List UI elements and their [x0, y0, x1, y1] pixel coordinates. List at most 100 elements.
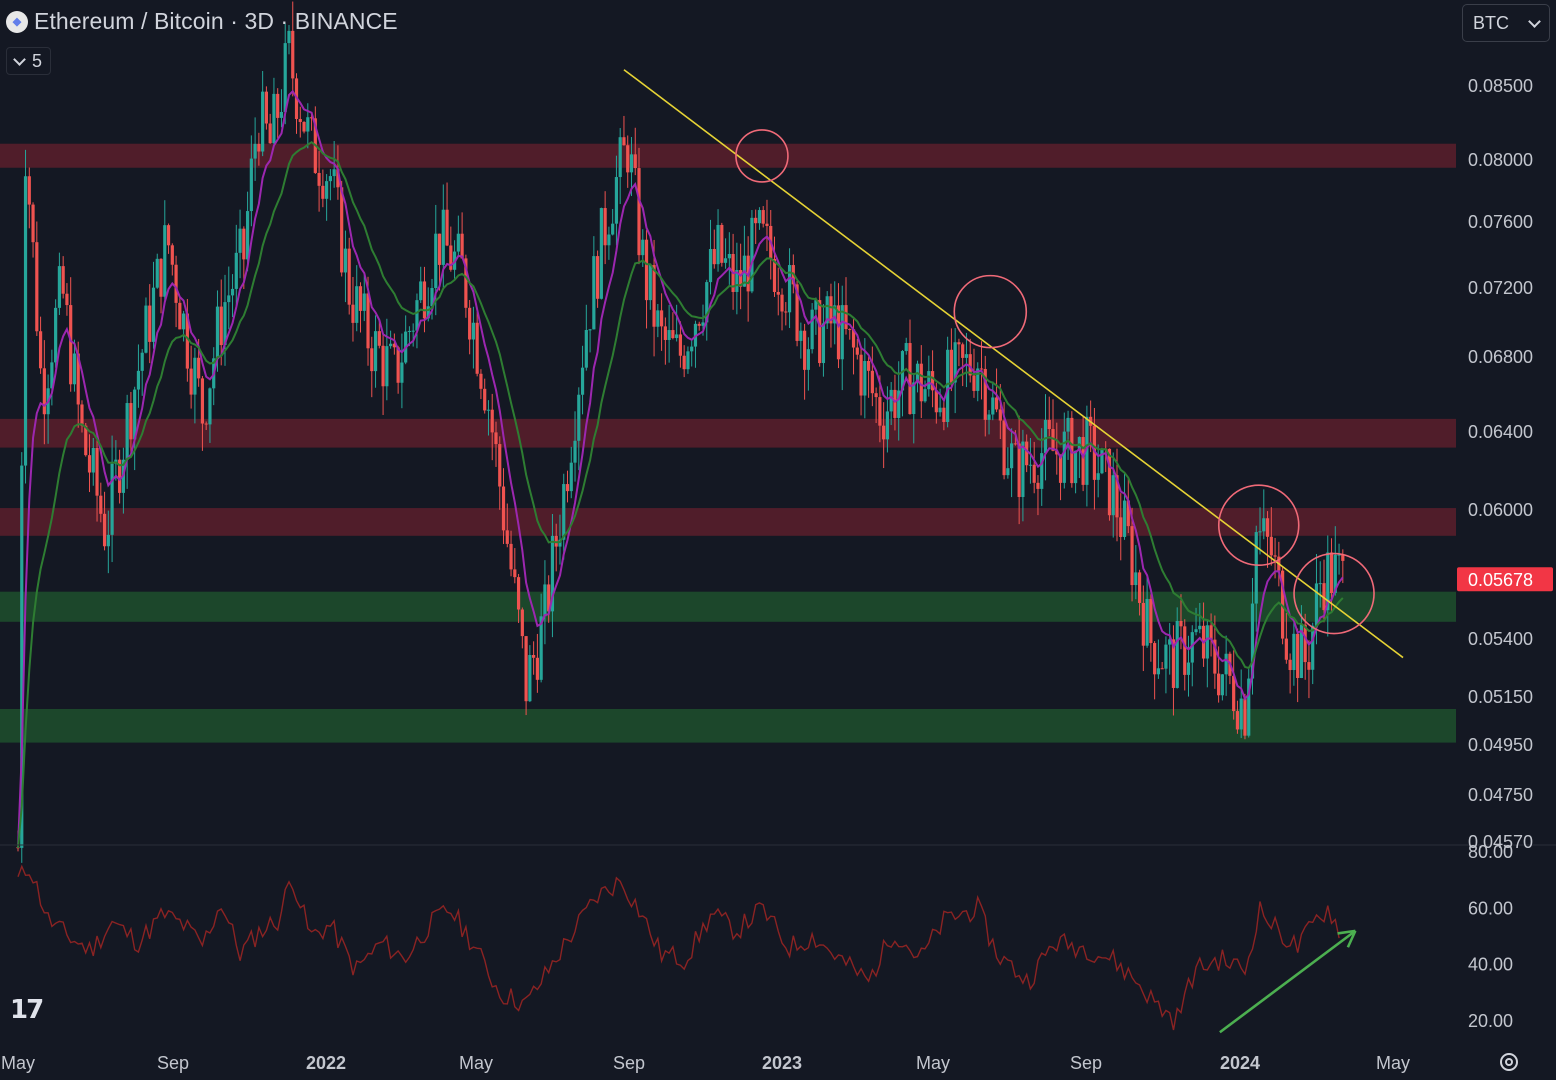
candle-body [208, 388, 212, 425]
candle-body [321, 185, 325, 199]
candle-body [675, 334, 679, 339]
candle-body [882, 425, 886, 440]
candle-body [279, 111, 284, 118]
candle-body [426, 306, 430, 319]
gear-icon[interactable] [1497, 1050, 1521, 1074]
candle-body [249, 158, 253, 212]
candle-body [648, 265, 652, 301]
time-tick-label: 2024 [1220, 1053, 1260, 1073]
candle-body [50, 362, 54, 389]
candle-body [810, 309, 814, 350]
candle-body [701, 322, 705, 326]
candle-body [641, 239, 645, 256]
candle-body [1073, 450, 1078, 484]
candle-body [667, 330, 671, 340]
candle-body [1213, 639, 1217, 674]
candle-body [547, 584, 551, 612]
candle-body [618, 137, 622, 178]
candle-body [712, 249, 716, 265]
candle-body [215, 306, 220, 359]
candle-body [1168, 639, 1172, 645]
candle-body [972, 375, 976, 391]
candle-body [174, 264, 178, 303]
candle-body [637, 168, 641, 256]
candle-body [1198, 625, 1202, 630]
candle-body [908, 343, 912, 415]
candle-body [1115, 475, 1119, 518]
time-tick-label: 2022 [306, 1053, 346, 1073]
candle-body [889, 389, 893, 412]
candle-body [373, 331, 378, 372]
candle-body [528, 655, 532, 702]
candle-body [739, 270, 743, 287]
candle-body [1175, 620, 1179, 688]
candle-body [1288, 659, 1292, 671]
candle-body [1156, 668, 1160, 675]
arrow-head [1337, 929, 1356, 935]
candle-body [87, 455, 92, 473]
candle-body [257, 143, 261, 152]
candle-body [806, 349, 810, 370]
candle-body [185, 313, 189, 369]
candle-body [727, 253, 731, 259]
candle-body [479, 373, 483, 389]
candle-body [1243, 698, 1247, 736]
candle-body [170, 245, 174, 265]
price-tick-label: 0.07200 [1468, 278, 1533, 298]
price-tick-label: 0.04570 [1468, 832, 1533, 852]
candle-body [1209, 625, 1213, 640]
candle-body [54, 307, 58, 363]
price-zones [0, 143, 1456, 743]
candle-body [230, 288, 235, 296]
candle-body [445, 209, 449, 246]
candle-body [513, 569, 517, 578]
candle-body [125, 403, 129, 460]
candle-body [182, 313, 186, 330]
rsi-tick-label: 60.00 [1468, 898, 1513, 918]
candle-body [708, 249, 713, 283]
candle-body [550, 535, 555, 612]
resistance-zone [0, 508, 1456, 536]
candle-body [919, 363, 923, 402]
candle-body [1047, 419, 1051, 430]
candle-body [20, 465, 24, 848]
tradingview-logo[interactable]: 17 [10, 995, 44, 1025]
price-tick-label: 0.08000 [1468, 150, 1533, 170]
touch-circle [1217, 484, 1300, 567]
candle-body [562, 484, 566, 540]
candle-body [723, 258, 728, 263]
candle-body [57, 266, 62, 308]
candle-body [584, 330, 588, 368]
candle-body [1303, 624, 1307, 663]
ema-fast-line [17, 89, 1344, 848]
candle-body [1284, 638, 1288, 660]
candle-body [750, 217, 754, 292]
candle-body [840, 305, 844, 360]
currency-select[interactable]: BTC [1462, 4, 1550, 42]
candle-body [964, 354, 969, 358]
indicators-toggle-button[interactable]: 5 [6, 47, 52, 75]
candle-body [912, 382, 916, 415]
candle-body [682, 355, 686, 370]
candle-body [686, 351, 690, 370]
candle-body [464, 258, 468, 308]
candle-body [1149, 598, 1153, 644]
candle-body [400, 362, 404, 383]
candle-body [690, 346, 694, 352]
candle-body [486, 409, 491, 411]
rsi-tick-label: 40.00 [1468, 955, 1513, 975]
candle-body [1021, 441, 1025, 497]
axes: 0.08500 0.08000 0.07600 0.07200 0.06800 0.064… [1, 76, 1553, 1073]
candle-body [652, 265, 656, 327]
candle-body [848, 329, 852, 331]
candle-body [1017, 443, 1021, 497]
candle-body [366, 293, 370, 349]
candle-body [904, 343, 908, 352]
arrow-head [1346, 930, 1357, 948]
candle-body [961, 344, 965, 358]
candle-body [287, 30, 291, 44]
symbol-title[interactable]: Ethereum / Bitcoin · 3D · BINANCE [34, 8, 398, 34]
candle-body [283, 43, 287, 112]
candle-body [949, 349, 953, 383]
